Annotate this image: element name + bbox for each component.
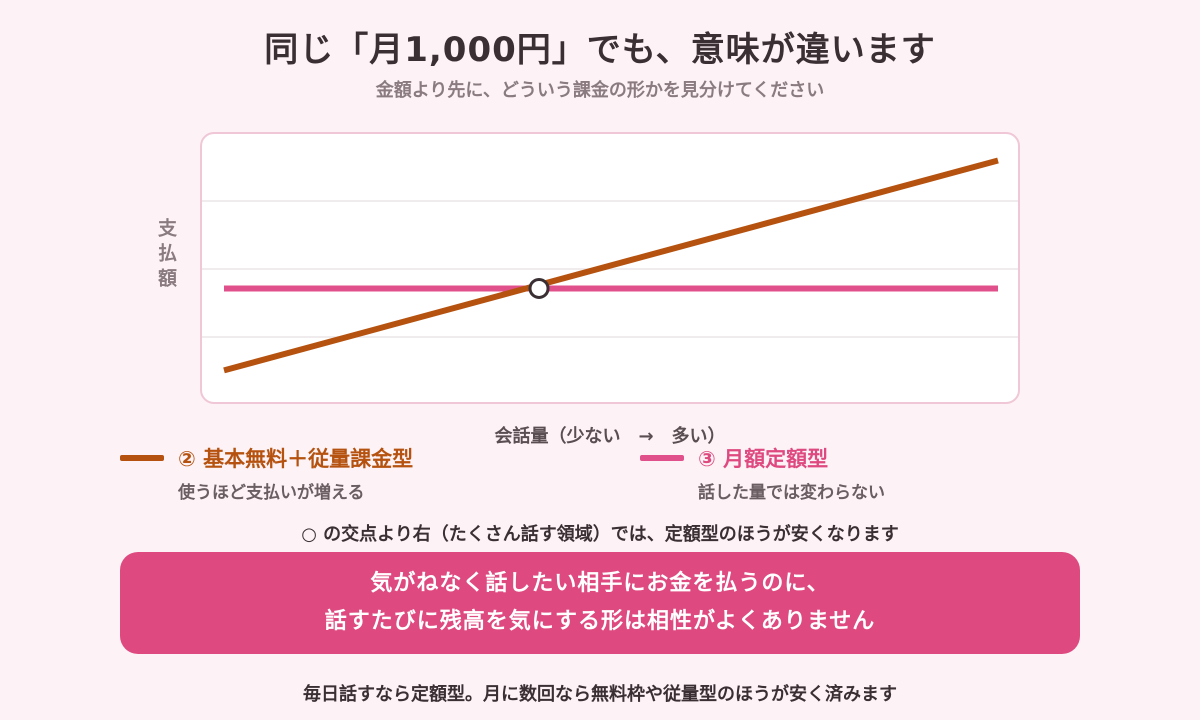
series-line-usage — [223, 157, 999, 374]
footer-text: 毎日話すなら定額型。月に数回なら無料枠や従量型のほうが安く済みます — [303, 684, 897, 705]
intersection-note: ○ の交点より右（たくさん話す領域）では、定額型のほうが安くなります — [301, 524, 899, 545]
chart-panel — [200, 132, 1020, 404]
page-subtitle: 金額より先に、どういう課金の形かを見分けてください — [375, 80, 825, 101]
legend-desc-flat: 話した量では変わらない — [698, 483, 885, 503]
callout-box: 気がねなく話したい相手にお金を払うのに、 話すたびに残高を気にする形は相性がよく… — [120, 552, 1080, 654]
callout-line-1: 気がねなく話したい相手にお金を払うのに、 — [370, 571, 830, 596]
y-axis-label: 支払額 — [155, 217, 177, 293]
legend-desc-usage: 使うほど支払いが増える — [178, 483, 365, 503]
line-chart — [202, 157, 1018, 374]
intersection-marker — [528, 277, 550, 299]
legend-label-flat: ③ 月額定額型 — [698, 447, 829, 471]
legend-swatch-flat — [640, 455, 684, 461]
page-title: 同じ「月1,000円」でも、意味が違います — [264, 30, 936, 70]
callout-line-2: 話すたびに残高を気にする形は相性がよくありません — [324, 609, 876, 634]
x-axis-label: 会話量（少ない → 多い） — [494, 426, 726, 447]
legend-swatch-usage — [120, 455, 164, 461]
legend-label-usage: ② 基本無料＋従量課金型 — [178, 447, 414, 471]
